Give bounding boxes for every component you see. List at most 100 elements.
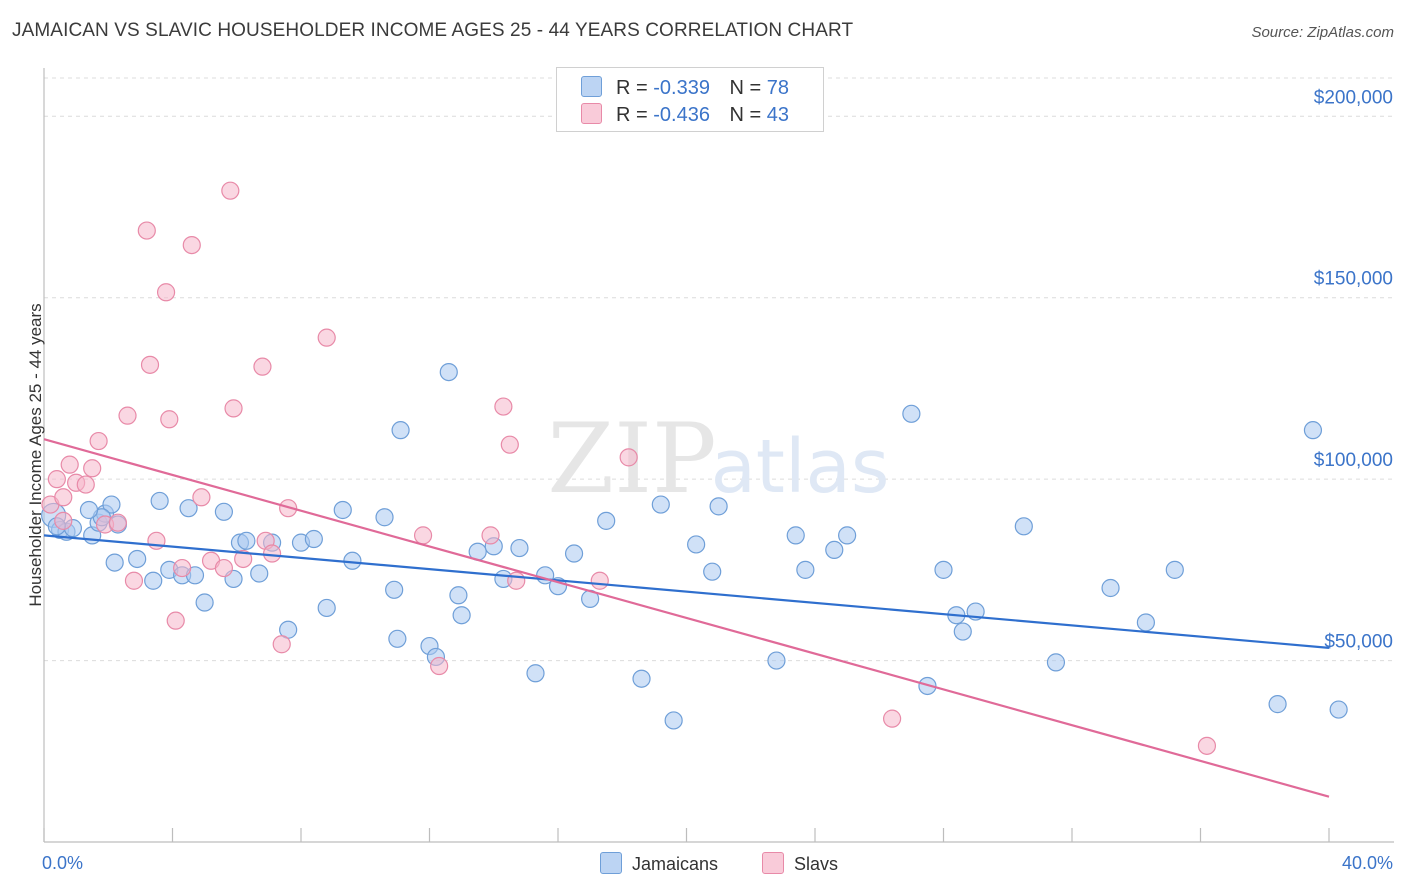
slavic-point: [317, 328, 336, 347]
jamaican-point: [1136, 613, 1155, 632]
jamaican-point: [825, 540, 844, 560]
slavic-point: [118, 406, 137, 425]
slavic-point: [156, 283, 176, 302]
slavic-point: [166, 611, 185, 630]
slavic-point: [124, 571, 144, 590]
source-credit: Source: ZipAtlas.com: [1251, 24, 1394, 41]
slavic-point: [83, 459, 102, 478]
jamaican-point: [317, 598, 336, 618]
r-value: -0.436: [653, 104, 710, 126]
slavic-point: [160, 410, 179, 429]
slavic-point: [494, 397, 513, 416]
jamaican-point: [564, 544, 584, 563]
y-axis-label: Householder Income Ages 25 - 44 years: [26, 303, 45, 607]
chart-title: JAMAICAN VS SLAVIC HOUSEHOLDER INCOME AG…: [12, 20, 854, 41]
jamaican-point: [102, 495, 121, 514]
r-label: R =: [616, 104, 654, 126]
jamaican-point: [237, 531, 256, 550]
correlation-legend: R = -0.339 N = 78 R = -0.436 N = 43: [556, 67, 824, 132]
slavic-point: [192, 488, 211, 507]
jamaican-point: [214, 502, 233, 521]
slavic-point: [224, 399, 243, 418]
y-tick-label: $50,000: [1324, 632, 1393, 653]
slavic-point: [882, 709, 902, 728]
legend-row-slavs: R = -0.436 N = 43: [581, 103, 789, 127]
jamaican-point: [1303, 421, 1323, 440]
slavic-point: [173, 558, 192, 578]
jamaican-point: [767, 651, 786, 670]
jamaican-point: [150, 491, 169, 511]
legend-row-jamaicans: R = -0.339 N = 78: [581, 76, 789, 100]
jamaican-point: [1046, 653, 1066, 672]
slavic-point: [507, 571, 526, 590]
jamaican-point: [333, 500, 352, 520]
slavic-point: [500, 435, 519, 454]
slavic-point: [137, 221, 156, 240]
legend-label: Jamaicans: [632, 854, 719, 874]
y-tick-label: $200,000: [1314, 87, 1393, 108]
legend-swatch-jamaicans: [600, 852, 622, 874]
legend-swatch-slavs: [581, 103, 602, 124]
slavic-point: [221, 181, 240, 200]
slavic-point: [60, 455, 79, 474]
slavic-point: [1197, 736, 1217, 755]
jamaican-point: [651, 495, 670, 514]
r-value: -0.339: [653, 77, 710, 99]
jamaican-point: [1014, 517, 1033, 536]
slavic-point: [234, 549, 253, 569]
y-tick-label: $150,000: [1314, 269, 1393, 290]
legend-item-jamaicans[interactable]: Jamaicans: [600, 852, 718, 875]
jamaican-point: [391, 421, 410, 440]
legend-swatch-slavs: [762, 852, 784, 874]
slavic-point: [89, 431, 108, 451]
slavic-point: [182, 236, 201, 255]
jamaican-point: [375, 508, 394, 527]
jamaican-point: [452, 606, 471, 625]
jamaican-point: [144, 571, 163, 590]
jamaican-point: [179, 499, 198, 518]
jamaican-point: [664, 711, 683, 730]
n-value: 78: [766, 77, 790, 99]
n-value: 43: [766, 104, 790, 126]
slavic-point: [54, 488, 73, 507]
jamaican-point: [304, 529, 323, 549]
slavic-point: [140, 355, 160, 374]
jamaican-point: [687, 535, 706, 554]
jamaican-point: [703, 562, 722, 581]
slavic-point: [76, 475, 95, 494]
slavic-point: [54, 511, 73, 530]
jamaican-point: [510, 538, 529, 558]
legend-label: Slavs: [794, 854, 839, 874]
slavic-trend-line: [43, 438, 1330, 798]
series-legend: Jamaicans Slavs: [0, 852, 1406, 878]
slavic-point: [108, 513, 127, 532]
slavic-point: [413, 526, 433, 545]
jamaican-point: [934, 560, 953, 579]
slavic-point: [481, 526, 500, 545]
n-label: N =: [729, 77, 767, 99]
slavic-point: [619, 448, 638, 467]
jamaican-point: [709, 497, 728, 516]
slavic-point: [430, 656, 449, 676]
r-label: R =: [616, 77, 654, 99]
jamaican-point: [385, 580, 404, 599]
slavic-point: [214, 558, 233, 578]
jamaican-point: [388, 629, 407, 648]
jamaican-point: [79, 500, 99, 520]
legend-item-slavs[interactable]: Slavs: [762, 852, 838, 875]
slavic-point: [253, 357, 272, 376]
watermark-atlas: atlas: [711, 424, 890, 510]
slavic-point: [262, 544, 282, 563]
jamaican-point: [1268, 695, 1287, 714]
jamaican-point: [796, 560, 815, 579]
y-tick-label: $100,000: [1314, 450, 1393, 471]
slavic-point: [590, 571, 609, 590]
legend-swatch-jamaicans: [581, 76, 602, 97]
jamaican-point: [838, 526, 857, 545]
jamaican-point: [128, 549, 147, 569]
jamaican-point: [1165, 560, 1184, 579]
jamaican-point: [439, 363, 458, 382]
jamaican-point: [953, 622, 972, 641]
jamaican-point: [786, 526, 805, 545]
